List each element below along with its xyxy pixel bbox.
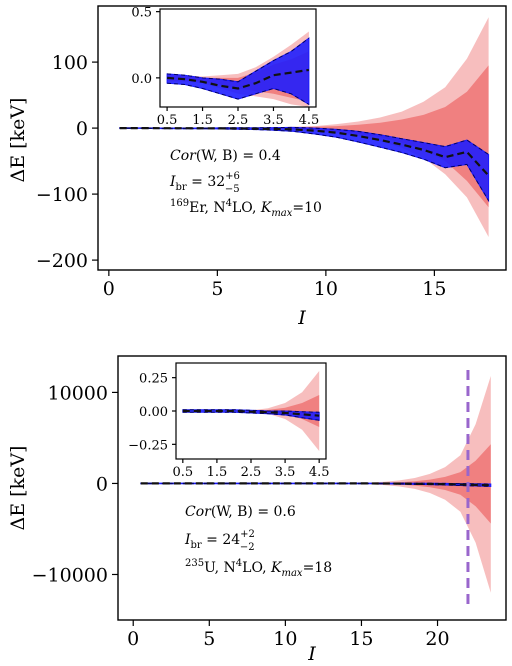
bottom-inset-mean-line: [182, 409, 320, 417]
top-inset-xtick-label: 2.5: [228, 113, 249, 128]
bottom-inset-band-upper-line: [182, 409, 320, 413]
top-band-upper-line: [119, 126, 489, 155]
top-inset-ticks: 0.5 1.5 2.5 3.5 4.5 0.0 0.5: [131, 6, 319, 128]
top-plot-area: [119, 17, 490, 238]
bottom-inset-plot-area: [182, 371, 320, 451]
bottom-inset-xtick-label: 0.5: [172, 465, 193, 480]
bottom-inset-ticks: 0.5 1.5 2.5 3.5 4.5 −0.25 0.00 0.25: [128, 372, 329, 480]
bottom-annotation-ibr: Ibr = 24+2 −2: [184, 529, 255, 553]
top-inset-inner-uncertainty-band: [167, 51, 309, 102]
bottom-axes-frame: [117, 355, 507, 621]
bottom-inset-ytick-label: −0.25: [128, 438, 168, 453]
top-inset-xtick-label: 3.5: [263, 113, 284, 128]
bottom-plot-area: [140, 370, 492, 606]
top-inset-ytick-label: 0.5: [131, 6, 152, 21]
bottom-ytick-label: −10000: [32, 564, 108, 586]
top-ytick-label: −200: [36, 250, 88, 272]
top-band-lower-line: [119, 127, 490, 201]
top-xtick-label: 0: [103, 278, 115, 300]
bottom-xtick-label: 15: [349, 628, 373, 650]
top-inset-xtick-label: 1.5: [192, 113, 213, 128]
bottom-annotation-correlation: Cor(W, B) = 0.6: [185, 504, 296, 520]
top-inset-xtick-label: 4.5: [299, 113, 320, 128]
top-inset-xtick-label: 0.5: [157, 113, 178, 128]
bottom-mean-line: [140, 482, 491, 487]
top-ytick-label: 100: [52, 52, 88, 74]
top-inset-ytick-label: 0.0: [131, 72, 152, 87]
bottom-ytick-label: 0: [96, 473, 108, 495]
bottom-inset-band-lower-line: [182, 411, 320, 421]
top-annotation-ibr: Ibr = 32+6 −5: [169, 171, 240, 195]
top-xtick-label: 5: [211, 278, 223, 300]
top-inset-band-lower-line: [167, 82, 310, 105]
bottom-ticks: 0 5 10 15 20 −10000 0 10000: [32, 382, 450, 650]
bottom-inset-ytick-label: 0.00: [139, 405, 168, 420]
bottom-ytick-label: 10000: [48, 382, 108, 404]
bottom-xlabel: I: [307, 643, 316, 665]
top-annotation-correlation: Cor(W, B) = 0.4: [170, 148, 281, 164]
top-ticks: 0 5 10 15 −200 −100 0 100: [36, 52, 447, 300]
bottom-inset-xtick-label: 1.5: [207, 465, 228, 480]
top-axes-frame: [97, 5, 507, 271]
bottom-inset-xtick-label: 2.5: [241, 465, 262, 480]
bottom-inset-xtick-label: 3.5: [275, 465, 296, 480]
bottom-xtick-label: 5: [203, 628, 215, 650]
bottom-annotation-nucleus: 235U, N4LO, Kmax=18: [185, 558, 332, 579]
bottom-xtick-label: 20: [425, 628, 449, 650]
bottom-inset: 0.5 1.5 2.5 3.5 4.5 −0.25 0.00 0.25: [128, 362, 330, 480]
top-ytick-label: 0: [76, 118, 88, 140]
top-inset: 0.5 1.5 2.5 3.5 4.5 0.0 0.5: [131, 6, 319, 128]
top-ylabel: ΔE [keV]: [7, 98, 29, 183]
top-annotation-nucleus: 169Er, N4LO, Kmax=10: [170, 198, 322, 219]
top-inner-uncertainty-band: [119, 65, 489, 208]
top-xtick-label: 15: [422, 278, 446, 300]
top-inset-mean-line: [167, 68, 310, 90]
bottom-panel: 0 5 10 15 20 −10000 0 10000 ΔE [keV] I Cor(W, B…: [7, 355, 507, 665]
bottom-inset-ytick-label: 0.25: [139, 372, 168, 387]
bottom-ylabel: ΔE [keV]: [7, 446, 29, 531]
bottom-inset-xtick-label: 4.5: [309, 465, 330, 480]
top-xtick-label: 10: [314, 278, 338, 300]
top-xlabel: I: [297, 307, 306, 329]
top-mean-line: [119, 127, 490, 177]
bottom-xtick-label: 0: [127, 628, 139, 650]
top-inset-band-upper-line: [167, 37, 310, 83]
top-panel: 0 5 10 15 −200 −100 0 100 ΔE [keV] I Cor(W, B) …: [7, 5, 507, 329]
bottom-xtick-label: 10: [273, 628, 297, 650]
top-ytick-label: −100: [36, 184, 88, 206]
top-inset-plot-area: [166, 31, 310, 107]
